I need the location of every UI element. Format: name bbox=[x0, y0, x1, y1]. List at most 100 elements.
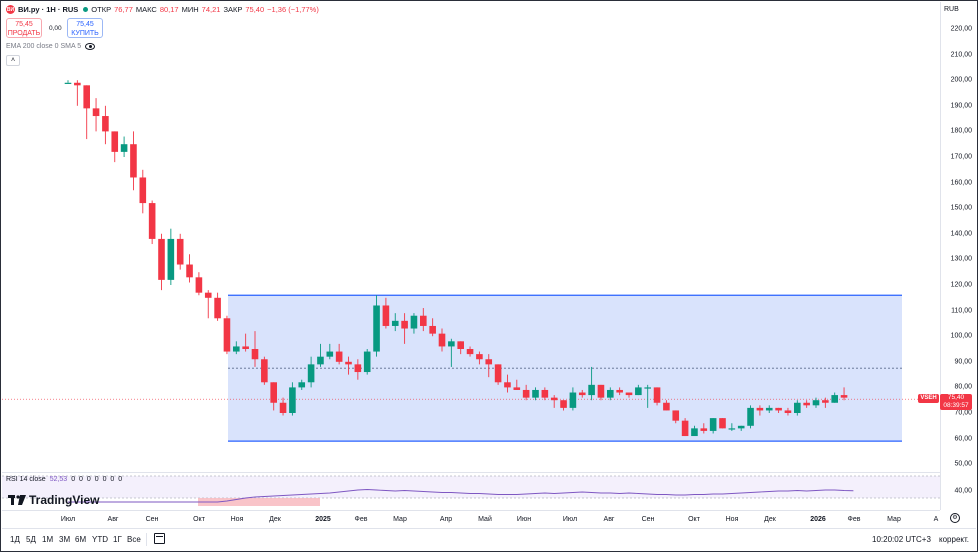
candle[interactable] bbox=[420, 308, 427, 332]
candle[interactable] bbox=[120, 136, 128, 157]
candle[interactable] bbox=[438, 328, 446, 352]
candle[interactable] bbox=[214, 292, 221, 321]
candle[interactable] bbox=[822, 397, 829, 408]
candle[interactable] bbox=[663, 400, 670, 411]
candle[interactable] bbox=[354, 359, 362, 380]
rsi-line[interactable] bbox=[68, 489, 854, 503]
candle[interactable] bbox=[139, 169, 147, 214]
range-all-button[interactable]: Все bbox=[127, 535, 141, 544]
rsi-chart[interactable] bbox=[2, 473, 940, 511]
candle[interactable] bbox=[803, 400, 810, 408]
currency-label[interactable]: RUB bbox=[944, 6, 959, 13]
gear-icon[interactable]: ⚙ bbox=[950, 513, 960, 523]
candle[interactable] bbox=[317, 343, 324, 367]
candle[interactable] bbox=[476, 351, 483, 365]
candle[interactable] bbox=[335, 343, 343, 365]
candle[interactable] bbox=[270, 382, 277, 411]
candle[interactable] bbox=[373, 295, 380, 357]
candle[interactable] bbox=[691, 425, 698, 437]
candle[interactable] bbox=[429, 318, 436, 337]
candle[interactable] bbox=[709, 418, 717, 434]
symbol-name[interactable]: ВИ.ру · 1Н · RUS bbox=[18, 5, 79, 14]
price-axis[interactable]: 220,00 210,00 200,00 190,00 180,00 170,00 160,… bbox=[940, 2, 976, 510]
candle[interactable] bbox=[382, 297, 390, 329]
candle[interactable] bbox=[522, 384, 530, 401]
candle[interactable] bbox=[794, 400, 801, 416]
candle[interactable] bbox=[831, 392, 838, 403]
candle[interactable] bbox=[176, 233, 184, 270]
sell-button[interactable]: 75,45 ПРОДАТЬ bbox=[6, 18, 42, 38]
time-axis[interactable]: Июл Авг Сен Окт Ноя Дек 2025 Фев Мар Апр Май Июн Июл… bbox=[2, 510, 940, 528]
ema-indicator-legend[interactable]: EMA 200 close 0 SMA 5 bbox=[6, 43, 96, 50]
price-chart[interactable] bbox=[2, 2, 940, 472]
candle[interactable] bbox=[111, 131, 119, 163]
candle[interactable] bbox=[92, 98, 100, 132]
candle[interactable] bbox=[186, 254, 193, 283]
candle[interactable] bbox=[737, 425, 745, 431]
range-6m-button[interactable]: 6М bbox=[75, 535, 87, 544]
rsi-legend[interactable]: RSI 14 close 52,53 0 0 0 0 0 0 0 bbox=[6, 476, 123, 483]
candle[interactable] bbox=[625, 392, 633, 398]
candle[interactable] bbox=[578, 389, 586, 398]
candle[interactable] bbox=[532, 387, 539, 401]
candle[interactable] bbox=[345, 356, 352, 375]
candle[interactable] bbox=[607, 387, 614, 401]
tradingview-logo[interactable]: TradingView bbox=[8, 493, 99, 507]
candle[interactable] bbox=[64, 80, 72, 84]
candle[interactable] bbox=[167, 228, 175, 285]
clock-timezone[interactable]: 10:20:02 UTC+3 bbox=[872, 535, 931, 544]
candle[interactable] bbox=[401, 313, 408, 344]
candle[interactable] bbox=[195, 272, 203, 296]
candle[interactable] bbox=[410, 313, 418, 334]
candle[interactable] bbox=[289, 382, 296, 416]
candle[interactable] bbox=[158, 233, 165, 291]
candle[interactable] bbox=[457, 341, 464, 355]
candle[interactable] bbox=[616, 387, 623, 396]
candle[interactable] bbox=[644, 384, 651, 408]
candle[interactable] bbox=[569, 387, 577, 411]
candle[interactable] bbox=[681, 418, 689, 437]
range-1y-button[interactable]: 1Г bbox=[113, 535, 122, 544]
candle[interactable] bbox=[148, 200, 156, 245]
candle[interactable] bbox=[784, 407, 792, 416]
range-1m-button[interactable]: 1М bbox=[42, 535, 54, 544]
candle[interactable] bbox=[83, 85, 90, 140]
candle[interactable] bbox=[307, 356, 315, 388]
candle[interactable] bbox=[513, 379, 521, 390]
candle[interactable] bbox=[251, 331, 259, 367]
candle[interactable] bbox=[560, 400, 567, 411]
rsi-pane[interactable] bbox=[2, 472, 940, 510]
candle[interactable] bbox=[102, 105, 109, 145]
candle[interactable] bbox=[204, 290, 212, 319]
candle[interactable] bbox=[130, 131, 137, 191]
candle[interactable] bbox=[812, 397, 820, 408]
chart-pane[interactable] bbox=[2, 2, 940, 510]
candle[interactable] bbox=[597, 384, 605, 401]
candle[interactable] bbox=[504, 374, 511, 393]
candle[interactable] bbox=[223, 315, 231, 355]
candle[interactable] bbox=[242, 333, 249, 352]
range-3m-button[interactable]: 3М bbox=[59, 535, 71, 544]
eye-icon[interactable] bbox=[85, 43, 96, 50]
candle[interactable] bbox=[494, 364, 502, 385]
calendar-icon[interactable] bbox=[154, 533, 165, 544]
candle[interactable] bbox=[298, 379, 306, 390]
candle[interactable] bbox=[700, 423, 708, 434]
candle[interactable] bbox=[363, 349, 371, 375]
buy-button[interactable]: 75,45 КУПИТЬ bbox=[67, 18, 103, 38]
candle[interactable] bbox=[747, 405, 754, 429]
adjustment-toggle[interactable]: коррект. bbox=[939, 535, 969, 544]
candle[interactable] bbox=[775, 407, 782, 413]
market-status-icon[interactable] bbox=[83, 7, 89, 12]
candle[interactable] bbox=[233, 341, 240, 355]
range-ytd-button[interactable]: YTD bbox=[92, 535, 108, 544]
candle[interactable] bbox=[719, 418, 726, 429]
candle[interactable] bbox=[448, 338, 455, 367]
candle[interactable] bbox=[653, 387, 661, 406]
candle[interactable] bbox=[765, 405, 773, 413]
collapse-legend-button[interactable]: ˄ bbox=[6, 55, 20, 66]
candle[interactable] bbox=[279, 397, 287, 416]
range-5d-button[interactable]: 5Д bbox=[26, 535, 36, 544]
candle[interactable] bbox=[840, 387, 848, 401]
candle[interactable] bbox=[485, 354, 493, 378]
